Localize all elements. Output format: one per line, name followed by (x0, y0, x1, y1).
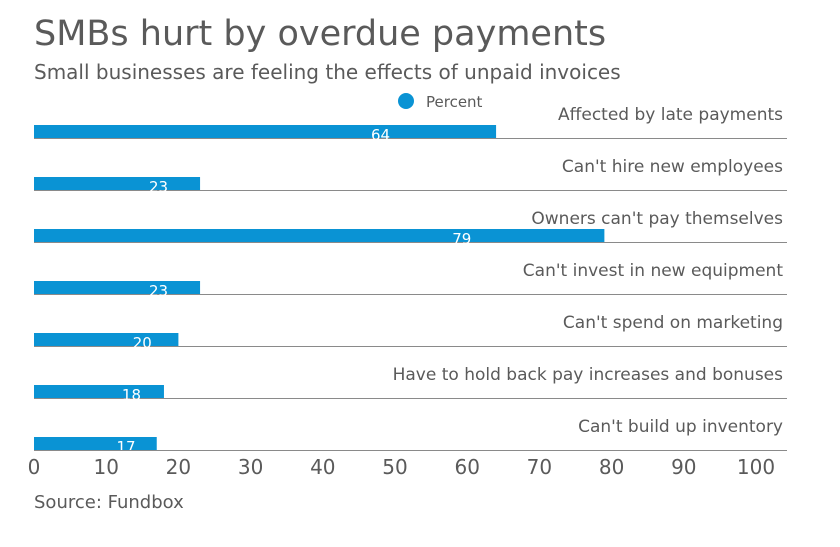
x-tick-label: 100 (737, 455, 775, 479)
bar (34, 437, 157, 450)
x-tick-label: 20 (166, 455, 191, 479)
x-tick-label: 40 (310, 455, 335, 479)
legend: Percent (398, 93, 483, 111)
x-tick-label: 10 (93, 455, 118, 479)
bar (34, 281, 201, 294)
data-label: 18 (122, 386, 141, 404)
x-tick-label: 90 (671, 455, 696, 479)
chart-title: SMBs hurt by overdue payments (34, 14, 607, 54)
data-label: 23 (149, 178, 168, 196)
legend-label: Percent (426, 93, 483, 111)
data-label: 20 (133, 334, 152, 352)
x-tick-label: 70 (527, 455, 552, 479)
x-tick-label: 30 (238, 455, 263, 479)
category-label: Can't build up inventory (578, 417, 783, 437)
x-tick-label: 50 (382, 455, 407, 479)
legend-swatch (398, 93, 414, 109)
bar (34, 177, 201, 190)
data-label: 64 (371, 126, 390, 144)
category-label: Can't invest in new equipment (523, 261, 784, 281)
source-note: Source: Fundbox (34, 492, 184, 513)
chart-subtitle: Small businesses are feeling the effects… (34, 60, 621, 84)
bar (34, 125, 497, 138)
x-tick-label: 0 (28, 455, 41, 479)
x-tick-label: 60 (454, 455, 479, 479)
data-label: 17 (117, 438, 136, 456)
category-label: Can't hire new employees (562, 157, 783, 177)
bar (34, 333, 179, 346)
data-label: 23 (149, 282, 168, 300)
data-label: 79 (452, 230, 471, 248)
category-label: Can't spend on marketing (563, 313, 783, 333)
x-tick-label: 80 (599, 455, 624, 479)
category-label: Affected by late payments (558, 105, 783, 125)
bar (34, 385, 164, 398)
bar (34, 229, 605, 242)
category-label: Owners can't pay themselves (531, 209, 783, 229)
category-label: Have to hold back pay increases and bonu… (393, 365, 784, 385)
